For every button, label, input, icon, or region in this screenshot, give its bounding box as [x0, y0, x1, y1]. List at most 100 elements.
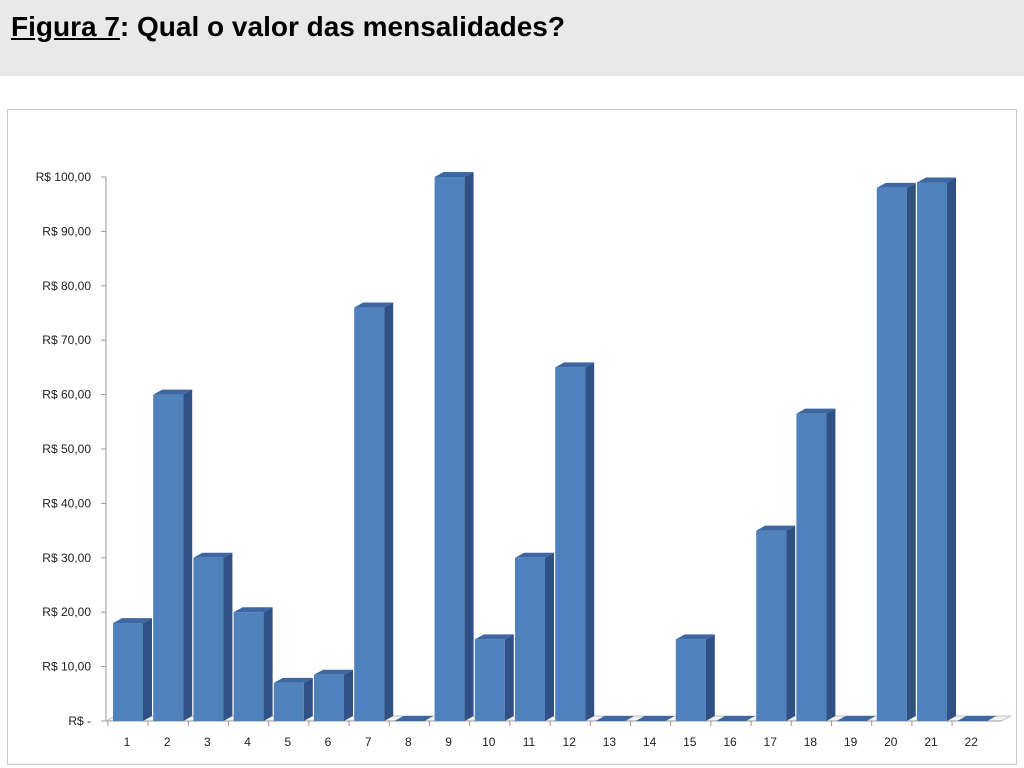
y-tick-label: R$ 100,00 — [36, 170, 92, 184]
y-tick-label: R$ - — [68, 714, 91, 728]
bar-top — [233, 607, 273, 613]
y-tick-label: R$ 10,00 — [42, 660, 91, 674]
bar-17 — [756, 525, 796, 721]
title-text: : Qual o valor das mensalidades? — [119, 11, 565, 42]
y-tick-label: R$ 30,00 — [42, 551, 91, 565]
bar-22 — [957, 716, 997, 721]
bar-front — [917, 182, 947, 721]
bar-front — [876, 187, 907, 721]
y-tick-label: R$ 40,00 — [42, 496, 91, 510]
bar-21 — [917, 177, 956, 721]
y-tick-label: R$ 70,00 — [42, 333, 91, 347]
bar-8 — [394, 716, 434, 721]
bar-side — [545, 552, 554, 721]
bar-side — [585, 362, 595, 721]
figure-label: Figura 7 — [11, 11, 120, 42]
x-tick-label: 21 — [924, 735, 938, 749]
bar-side — [786, 525, 796, 721]
bar-top — [957, 716, 997, 721]
x-tick-label: 19 — [844, 735, 858, 749]
bar-top — [635, 716, 675, 721]
x-tick-label: 11 — [523, 735, 536, 749]
bar-side — [384, 302, 394, 721]
y-tick-label: R$ 20,00 — [42, 605, 91, 619]
bar-side — [947, 177, 956, 721]
bar-side — [826, 408, 836, 721]
x-tick-label: 1 — [124, 735, 131, 749]
bar-top — [756, 525, 796, 531]
y-tick-label: R$ 90,00 — [42, 224, 91, 238]
bar-top — [434, 172, 474, 177]
y-tick-label: R$ 60,00 — [42, 388, 91, 402]
x-tick-label: 2 — [164, 735, 171, 749]
x-tick-label: 22 — [965, 735, 979, 749]
bar-19 — [836, 716, 876, 721]
bar-side — [504, 634, 514, 721]
bar-top — [354, 302, 394, 308]
bar-top — [675, 634, 715, 640]
x-tick-label: 8 — [405, 735, 412, 749]
bar-front — [113, 623, 143, 721]
bar-side — [344, 669, 353, 721]
bar-front — [756, 530, 787, 721]
bar-front — [675, 639, 706, 721]
x-tick-label: 13 — [603, 735, 617, 749]
bar-front — [193, 557, 224, 721]
bar-front — [474, 639, 505, 721]
bar-6 — [314, 669, 353, 721]
x-tick-label: 7 — [365, 735, 372, 749]
bars — [113, 172, 997, 721]
bar-3 — [193, 552, 233, 721]
bar-top — [595, 716, 635, 721]
bar-top — [193, 552, 233, 558]
bar-top — [314, 669, 353, 675]
x-tick-label: 10 — [482, 735, 496, 749]
x-tick-label: 6 — [325, 735, 332, 749]
bar-12 — [555, 362, 595, 721]
x-tick-label: 9 — [445, 735, 452, 749]
x-tick-label: 16 — [723, 735, 737, 749]
bar-front — [273, 682, 304, 721]
bar-top — [917, 177, 956, 183]
bar-side — [223, 552, 233, 721]
bar-side — [303, 677, 313, 721]
bar-2 — [153, 389, 193, 721]
bar-18 — [796, 408, 836, 721]
bar-16 — [716, 716, 755, 721]
bar-14 — [635, 716, 675, 721]
bar-front — [434, 177, 465, 721]
y-tick-label: R$ 50,00 — [42, 442, 91, 456]
bar-front — [555, 367, 586, 721]
x-tick-label: 18 — [804, 735, 818, 749]
bar-11 — [515, 552, 554, 721]
bar-top — [876, 182, 916, 188]
bar-side — [906, 182, 916, 721]
bar-front — [233, 612, 264, 721]
bar-5 — [273, 677, 313, 721]
x-tick-label: 20 — [884, 735, 898, 749]
x-tick-label: 17 — [764, 735, 778, 749]
bar-top — [796, 408, 836, 414]
x-tick-label: 12 — [563, 735, 577, 749]
bar-side — [263, 607, 273, 721]
bar-front — [314, 674, 344, 721]
bar-front — [796, 413, 827, 721]
bar-1 — [113, 618, 152, 721]
bar-side — [143, 618, 152, 721]
x-tick-label: 14 — [643, 735, 657, 749]
bar-top — [555, 362, 595, 368]
bar-20 — [876, 182, 916, 721]
bar-13 — [595, 716, 635, 721]
y-axis: R$ - R$ 10,00 R$ 20,00 R$ 30,00 R$ 40,00 R$ 5… — [36, 170, 107, 728]
x-tick-label: 3 — [204, 735, 211, 749]
bar-10 — [474, 634, 514, 721]
bar-top — [474, 634, 514, 640]
bar-top — [394, 716, 434, 721]
bar-top — [273, 677, 313, 683]
x-tick-label: 5 — [284, 735, 291, 749]
bar-7 — [354, 302, 394, 721]
bar-15 — [675, 634, 715, 721]
bar-side — [183, 389, 193, 721]
x-tick-label: 15 — [683, 735, 697, 749]
